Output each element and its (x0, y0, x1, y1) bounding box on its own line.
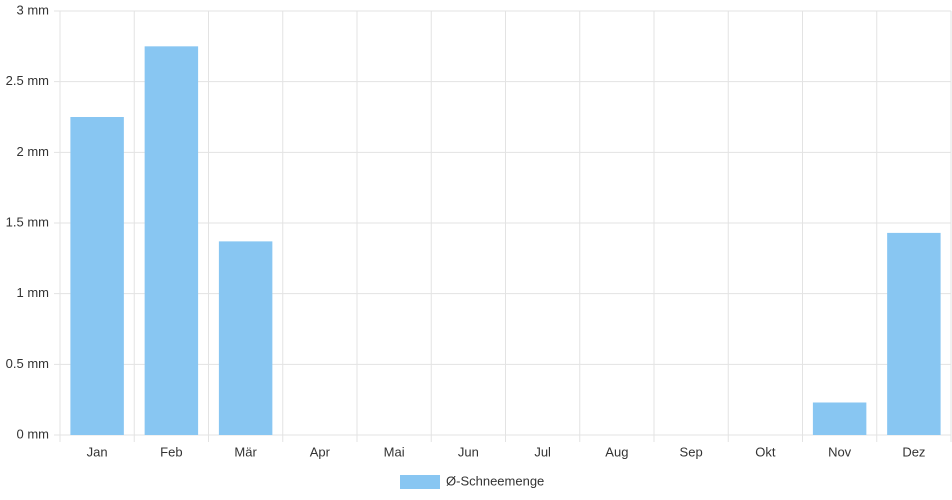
x-tick-label: Feb (160, 444, 182, 459)
x-tick-label: Mai (384, 444, 405, 459)
y-tick-label: 0.5 mm (6, 356, 49, 371)
y-tick-label: 0 mm (17, 426, 50, 441)
x-tick-label: Dez (902, 444, 925, 459)
x-tick-label: Nov (828, 444, 852, 459)
x-tick-label: Jun (458, 444, 479, 459)
bar (218, 241, 273, 435)
x-tick-label: Okt (755, 444, 776, 459)
y-tick-label: 2.5 mm (6, 73, 49, 88)
x-tick-label: Jan (87, 444, 108, 459)
legend-swatch (400, 475, 440, 489)
y-tick-label: 1.5 mm (6, 214, 49, 229)
bar (70, 117, 124, 435)
y-tick-label: 3 mm (17, 2, 50, 17)
x-tick-label: Jul (534, 444, 551, 459)
x-tick-label: Mär (234, 444, 257, 459)
x-tick-label: Aug (605, 444, 628, 459)
bar (887, 232, 941, 435)
x-tick-label: Apr (310, 444, 331, 459)
y-tick-label: 2 mm (17, 144, 50, 159)
bar (144, 46, 199, 435)
bar (812, 402, 867, 435)
legend-label: Ø-Schneemenge (446, 473, 544, 488)
x-tick-label: Sep (680, 444, 703, 459)
y-tick-label: 1 mm (17, 285, 50, 300)
